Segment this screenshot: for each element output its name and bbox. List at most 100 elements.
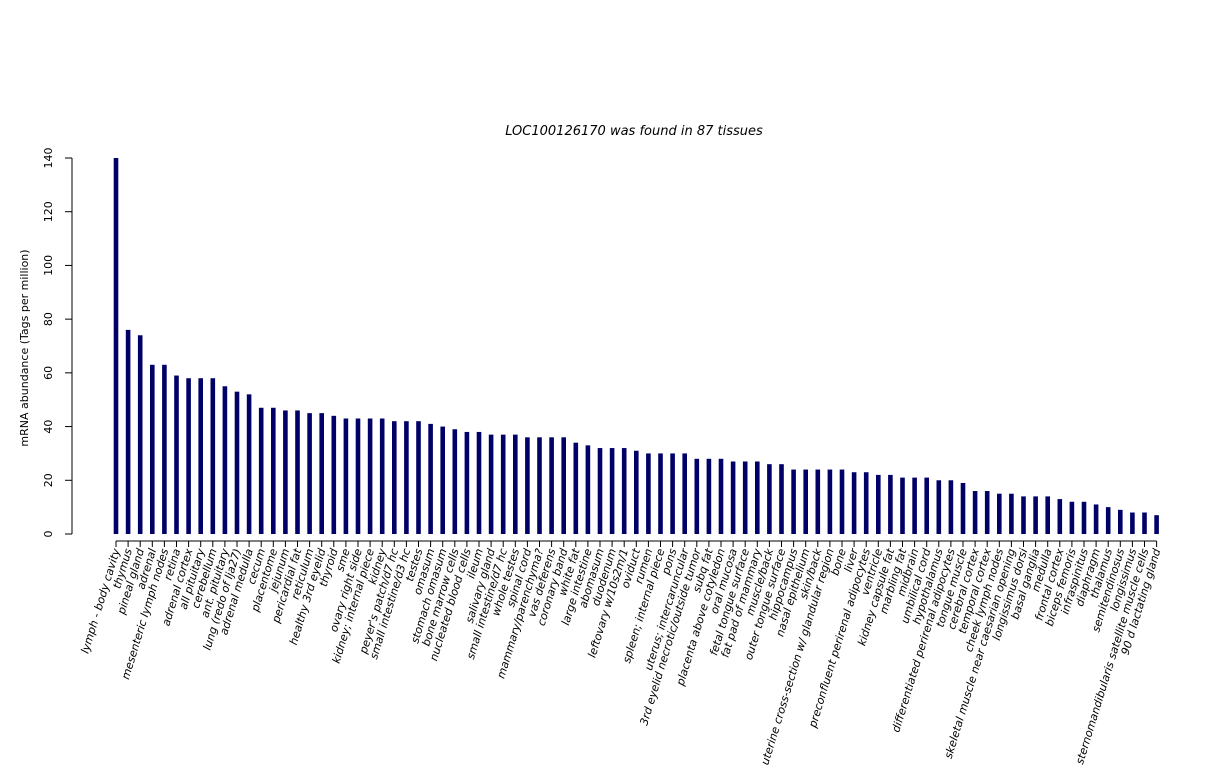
bar	[1021, 496, 1026, 534]
y-tick-label: 100	[42, 255, 55, 276]
bar	[948, 480, 954, 534]
y-tick-label: 140	[42, 148, 55, 169]
bar	[984, 491, 990, 534]
bar	[609, 448, 615, 534]
bar	[525, 437, 530, 534]
bar	[682, 453, 687, 534]
bar	[513, 434, 518, 534]
bar	[258, 407, 264, 534]
bar	[295, 410, 300, 534]
bar	[876, 474, 881, 534]
bar	[113, 158, 119, 534]
x-axis	[115, 540, 1158, 547]
bar	[500, 434, 506, 534]
bar	[150, 364, 155, 534]
bar	[1045, 496, 1050, 534]
y-tick-label: 120	[42, 201, 55, 222]
bar	[585, 445, 591, 534]
bar	[162, 364, 167, 534]
bar	[960, 482, 966, 534]
bar	[1057, 499, 1063, 534]
bar	[137, 335, 143, 534]
bar	[343, 418, 349, 534]
y-tick-label: 60	[42, 366, 55, 380]
x-tick-label: lymph - body cavity	[79, 547, 123, 656]
bar	[1142, 512, 1147, 534]
bar	[597, 448, 603, 534]
bar	[900, 477, 905, 534]
bar	[1033, 496, 1038, 534]
y-tick-label: 20	[42, 473, 55, 487]
bar	[416, 421, 421, 534]
bar	[331, 415, 337, 534]
y-tick-label: 0	[42, 531, 55, 538]
bar	[355, 418, 361, 534]
bar	[404, 421, 409, 534]
bar	[488, 434, 494, 534]
bar	[1130, 512, 1135, 534]
bar	[210, 378, 216, 534]
bar	[791, 469, 796, 534]
bar	[658, 453, 663, 534]
bar	[379, 418, 385, 534]
bar	[464, 431, 470, 534]
bar	[839, 469, 845, 534]
bar	[319, 413, 324, 534]
bar	[972, 491, 978, 534]
bar	[851, 472, 857, 534]
bar	[549, 437, 554, 534]
bar	[186, 378, 191, 534]
bar	[803, 469, 808, 534]
y-tick-label: 40	[42, 420, 55, 434]
bar	[670, 453, 675, 534]
bar	[367, 418, 373, 534]
bar	[392, 421, 397, 534]
bar	[718, 458, 724, 534]
bar	[997, 493, 1002, 534]
bar	[815, 469, 821, 534]
bar	[827, 469, 833, 534]
y-tick-label: 80	[42, 312, 55, 326]
bar	[198, 378, 203, 534]
bar	[1118, 509, 1123, 534]
bar	[706, 458, 712, 534]
bar	[283, 410, 288, 534]
bar	[730, 461, 736, 534]
bar	[561, 437, 566, 534]
bar	[1105, 507, 1111, 534]
bar	[174, 375, 179, 534]
bar	[1081, 501, 1087, 534]
bar	[271, 407, 276, 534]
bar	[1154, 515, 1159, 534]
bar	[1069, 501, 1075, 534]
bar	[742, 461, 748, 534]
bar	[694, 458, 700, 534]
bar	[573, 442, 579, 534]
bar	[537, 437, 542, 534]
bar	[1093, 504, 1099, 534]
bar-series	[113, 158, 1159, 534]
bar	[634, 450, 639, 534]
bar	[1009, 493, 1014, 534]
bar	[428, 423, 433, 534]
bar	[755, 461, 760, 534]
bar	[234, 391, 240, 534]
bar	[936, 480, 942, 534]
bar	[621, 448, 627, 534]
bar	[307, 413, 312, 534]
bar	[440, 426, 445, 534]
bar	[222, 386, 228, 534]
bar	[779, 464, 784, 534]
bar	[912, 477, 917, 534]
bar	[646, 453, 651, 534]
chart-title: LOC100126170 was found in 87 tissues	[505, 124, 763, 139]
bar	[888, 474, 893, 534]
bar	[476, 431, 482, 534]
bar	[767, 464, 772, 534]
bar	[246, 394, 252, 534]
bar	[452, 429, 458, 534]
bar	[924, 477, 929, 534]
